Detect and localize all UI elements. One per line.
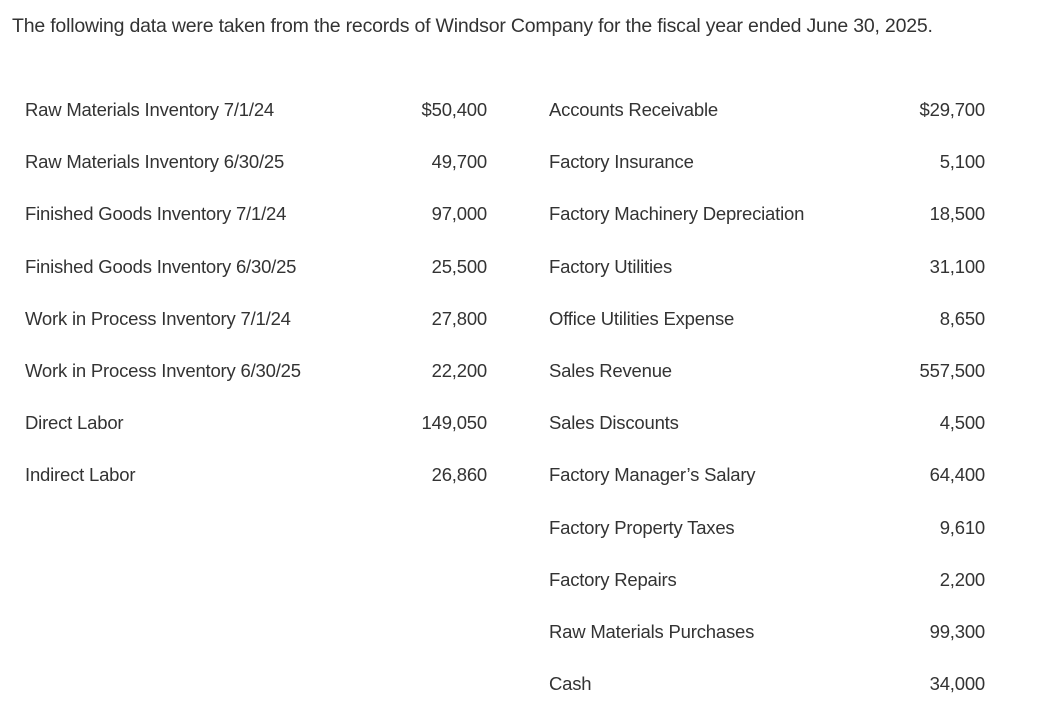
account-label: Direct Labor	[25, 412, 124, 434]
account-amount: 49,700	[431, 151, 488, 173]
account-label: Finished Goods Inventory 7/1/24	[25, 203, 287, 225]
account-label: Raw Materials Inventory 7/1/24	[25, 99, 275, 121]
table-row: Raw Materials Inventory 6/30/25 49,700	[25, 136, 487, 188]
account-amount: 97,000	[431, 203, 488, 225]
intro-text: The following data were taken from the r…	[12, 15, 933, 37]
right-accounts-table: Accounts Receivable $29,700 Factory Insu…	[549, 84, 985, 710]
account-amount: 9,610	[939, 516, 985, 538]
table-row: Indirect Labor 26,860	[25, 449, 487, 501]
account-label: Factory Repairs	[549, 568, 677, 590]
account-amount: 5,100	[939, 151, 985, 173]
account-label: Cash	[549, 673, 592, 695]
table-row: Finished Goods Inventory 7/1/24 97,000	[25, 188, 487, 240]
account-label: Work in Process Inventory 6/30/25	[25, 360, 301, 382]
account-label: Indirect Labor	[25, 464, 136, 486]
table-row: Cash 34,000	[549, 658, 985, 710]
table-row: Sales Discounts 4,500	[549, 397, 985, 449]
table-row: Factory Utilities 31,100	[549, 241, 985, 293]
account-label: Raw Materials Purchases	[549, 620, 755, 642]
table-row: Factory Manager’s Salary 64,400	[549, 449, 985, 501]
table-row: Office Utilities Expense 8,650	[549, 293, 985, 345]
table-row: Accounts Receivable $29,700	[549, 84, 985, 136]
account-label: Office Utilities Expense	[549, 307, 735, 329]
table-row: Work in Process Inventory 6/30/25 22,200	[25, 345, 487, 397]
account-amount: 99,300	[929, 620, 986, 642]
account-label: Raw Materials Inventory 6/30/25	[25, 151, 285, 173]
table-row: Sales Revenue 557,500	[549, 345, 985, 397]
account-label: Sales Revenue	[549, 360, 672, 382]
table-row: Direct Labor 149,050	[25, 397, 487, 449]
account-label: Accounts Receivable	[549, 99, 718, 121]
left-accounts-table: Raw Materials Inventory 7/1/24 $50,400 R…	[25, 84, 487, 502]
table-row: Factory Machinery Depreciation 18,500	[549, 188, 985, 240]
table-row: Finished Goods Inventory 6/30/25 25,500	[25, 241, 487, 293]
account-amount: 25,500	[431, 255, 488, 277]
account-label: Factory Utilities	[549, 255, 673, 277]
table-row: Factory Property Taxes 9,610	[549, 502, 985, 554]
account-amount: 64,400	[929, 464, 986, 486]
account-amount: 34,000	[929, 673, 986, 695]
account-amount: 8,650	[939, 307, 985, 329]
account-label: Factory Property Taxes	[549, 516, 735, 538]
account-amount: 27,800	[431, 307, 488, 329]
account-amount: 18,500	[929, 203, 986, 225]
account-label: Work in Process Inventory 7/1/24	[25, 307, 291, 329]
account-amount: 149,050	[421, 412, 488, 434]
account-label: Factory Insurance	[549, 151, 694, 173]
account-amount: 31,100	[929, 255, 986, 277]
account-label: Factory Manager’s Salary	[549, 464, 756, 486]
account-label: Finished Goods Inventory 6/30/25	[25, 255, 297, 277]
table-row: Factory Repairs 2,200	[549, 554, 985, 606]
account-amount: 22,200	[431, 360, 488, 382]
account-amount: $29,700	[919, 99, 986, 121]
table-row: Factory Insurance 5,100	[549, 136, 985, 188]
table-row: Work in Process Inventory 7/1/24 27,800	[25, 293, 487, 345]
table-row: Raw Materials Purchases 99,300	[549, 606, 985, 658]
table-row: Raw Materials Inventory 7/1/24 $50,400	[25, 84, 487, 136]
account-label: Factory Machinery Depreciation	[549, 203, 805, 225]
account-label: Sales Discounts	[549, 412, 679, 434]
account-amount: 2,200	[939, 568, 985, 590]
account-amount: 26,860	[431, 464, 488, 486]
account-amount: 4,500	[939, 412, 985, 434]
account-amount: 557,500	[919, 360, 986, 382]
account-amount: $50,400	[421, 99, 488, 121]
